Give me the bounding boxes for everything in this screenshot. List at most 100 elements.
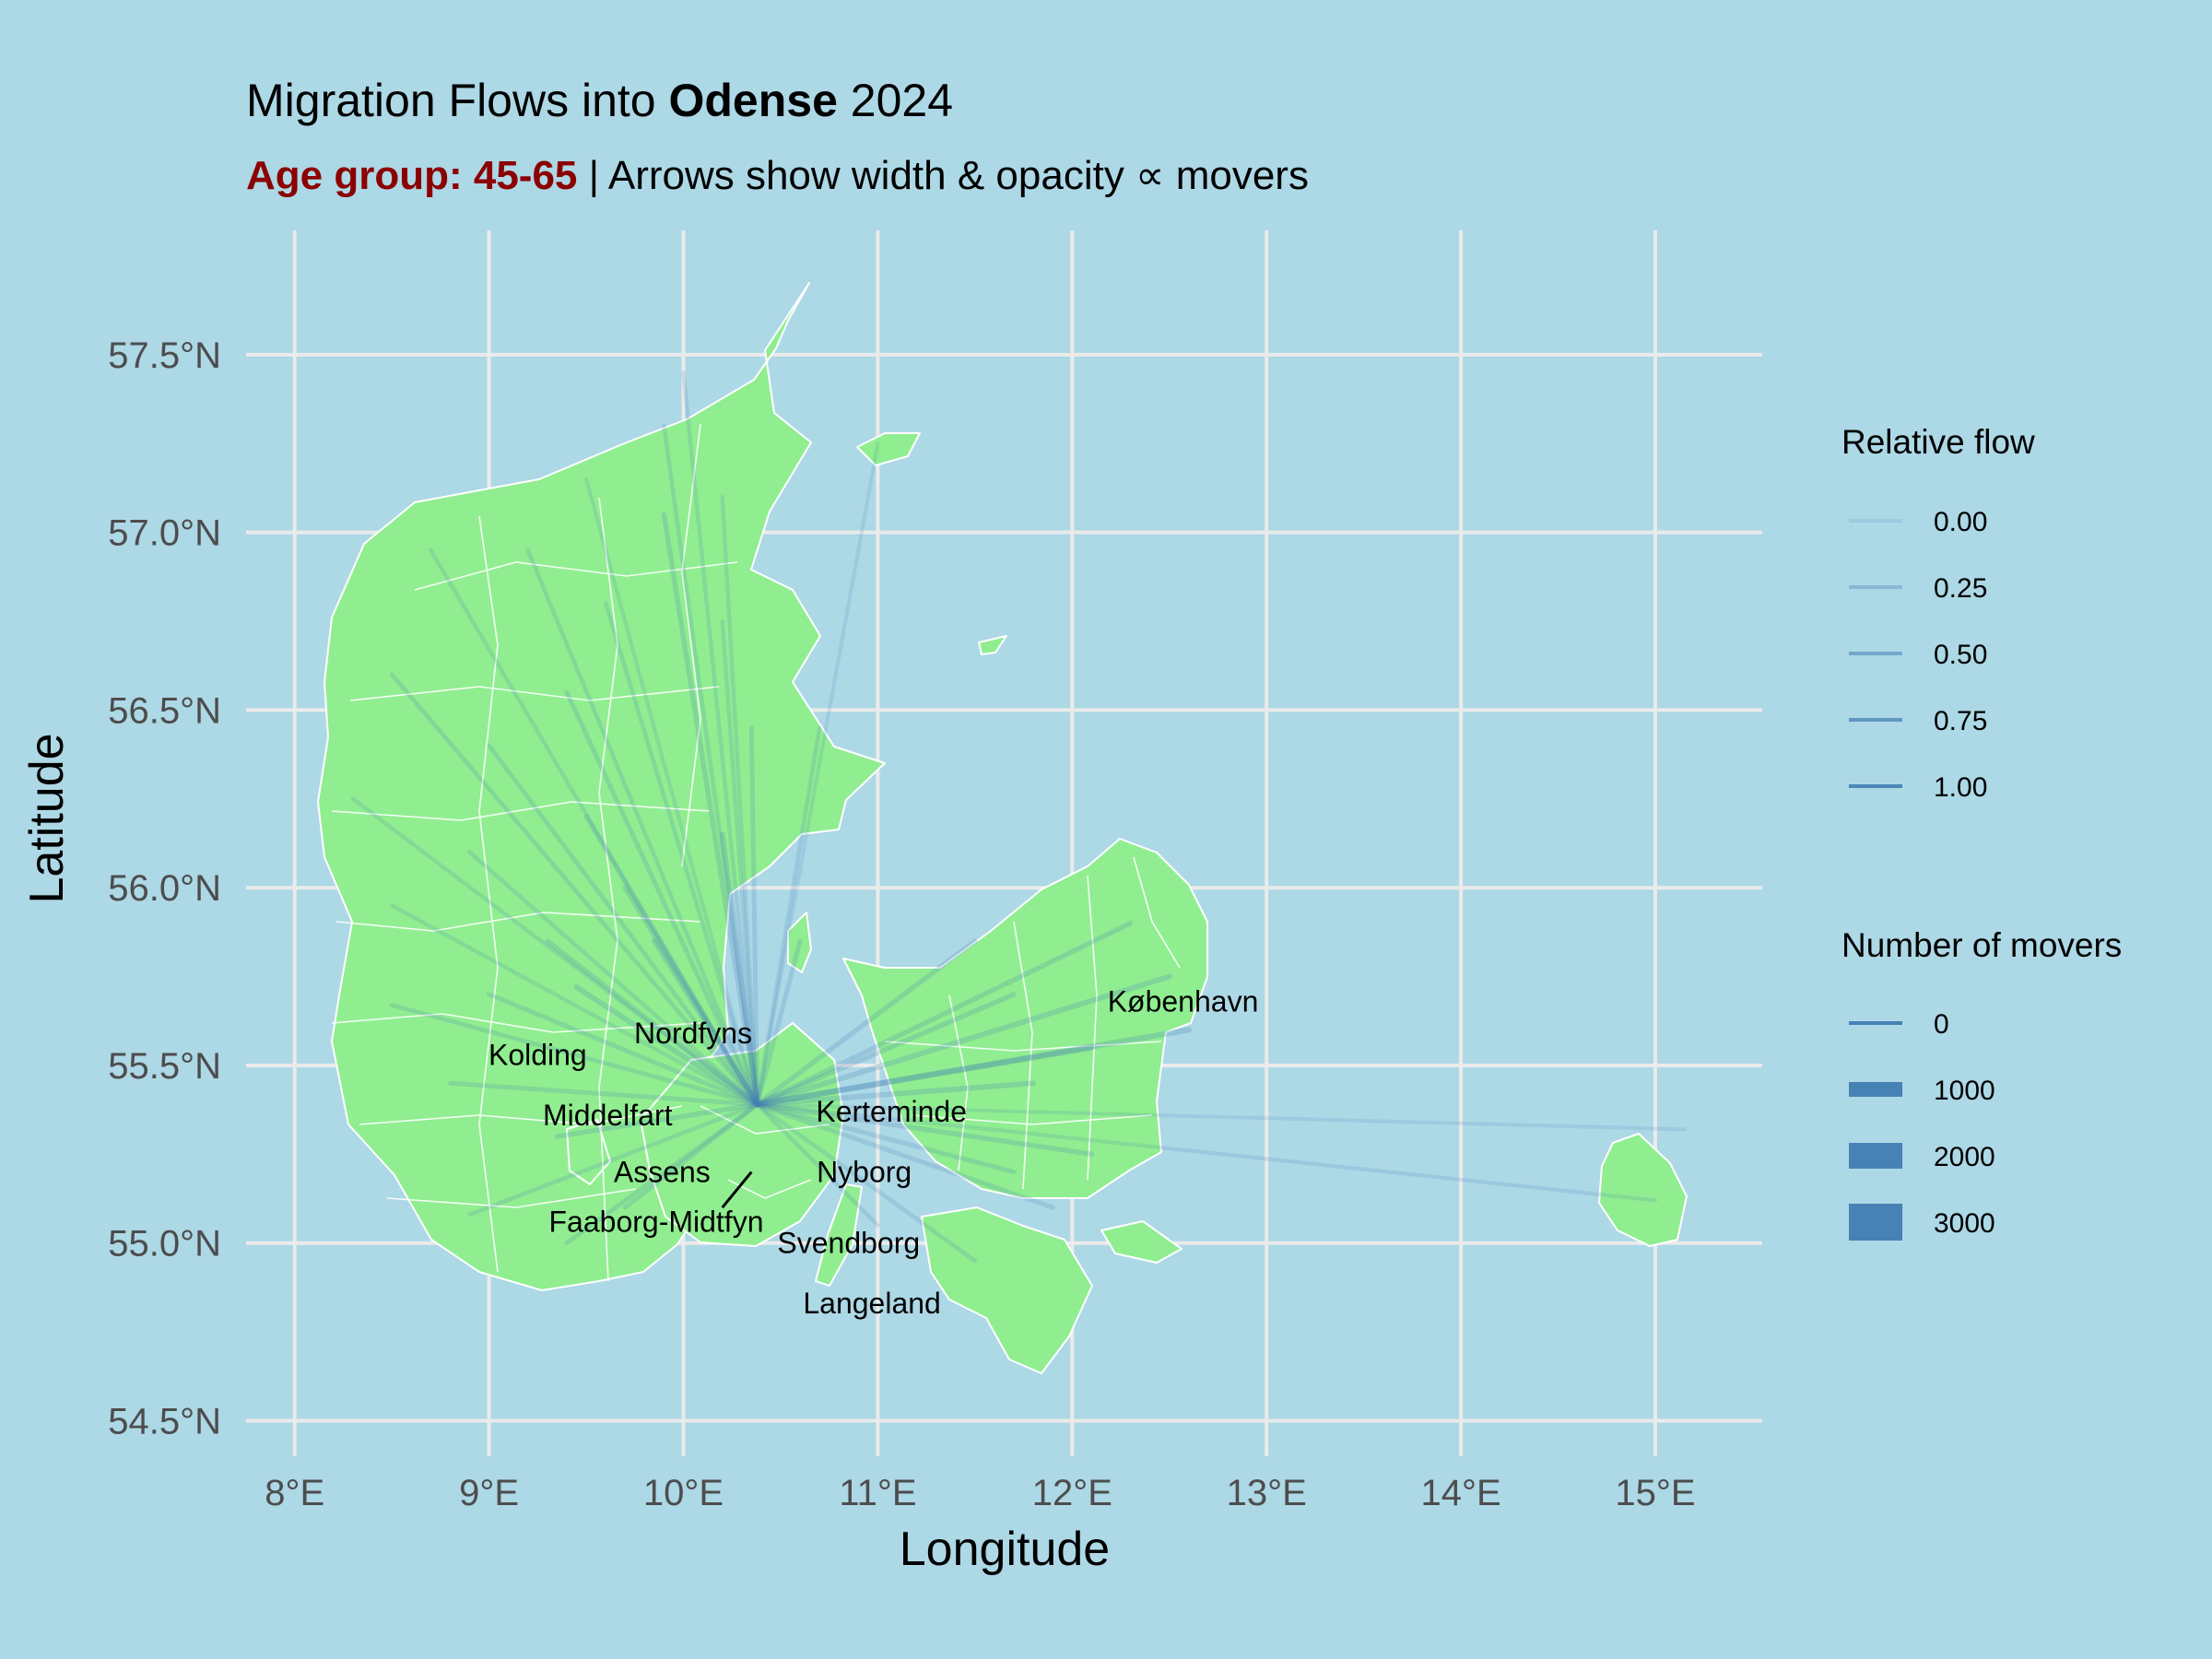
legend-movers-key xyxy=(1849,1204,1902,1241)
title-suffix: 2024 xyxy=(838,75,953,126)
plot-panel: København Nordfyns Kolding Middelfart Kertem… xyxy=(246,230,1762,1456)
x-axis-label: Longitude xyxy=(900,1523,1110,1576)
flow-line xyxy=(755,1102,880,1228)
x-axis-ticks: 8°E 9°E 10°E 11°E 12°E 13°E 14°E 15°E xyxy=(265,1473,1695,1513)
flow-line xyxy=(467,1102,759,1218)
samso-landmass xyxy=(787,912,812,973)
x-tick-label: 13°E xyxy=(1227,1473,1307,1513)
subtitle-highlight: Age group: 45-65 xyxy=(246,153,577,198)
place-label: Kerteminde xyxy=(816,1095,967,1128)
flow-line xyxy=(754,1101,1095,1158)
y-tick-label: 55.5°N xyxy=(108,1046,221,1087)
bornholm-landmass xyxy=(1598,1133,1688,1247)
flow-line xyxy=(754,992,1017,1108)
langeland-landmass xyxy=(815,1183,863,1287)
anholt-landmass xyxy=(978,635,1007,655)
place-label: Langeland xyxy=(803,1287,940,1320)
flow-line xyxy=(564,689,760,1107)
subtitle-rest: | Arrows show width & opacity ∝ movers xyxy=(577,153,1309,198)
flow-arrows xyxy=(350,370,1687,1264)
place-label: Assens xyxy=(614,1156,711,1189)
title-bold: Odense xyxy=(669,75,838,126)
y-tick-label: 54.5°N xyxy=(108,1401,221,1441)
flow-line xyxy=(389,1003,760,1107)
legend: Relative flow 0.00 0.25 0.50 0.75 1.00 Numbe… xyxy=(1841,423,2122,1241)
flow-line xyxy=(487,992,760,1107)
legend-relative-flow-label: 0.50 xyxy=(1934,640,1987,670)
highlight-arrow xyxy=(721,1171,753,1209)
place-label: Svendborg xyxy=(777,1227,920,1260)
legend-relative-flow-label: 0.25 xyxy=(1934,573,1987,604)
legend-relative-flow-items: 0.00 0.25 0.50 0.75 1.00 xyxy=(1849,507,1987,803)
flow-line xyxy=(573,984,760,1108)
flow-line xyxy=(583,477,759,1107)
flow-line xyxy=(754,1080,1037,1108)
place-label: Faaborg-Midtfyn xyxy=(549,1206,764,1239)
legend-relative-flow-label: 0.00 xyxy=(1934,507,1987,537)
legend-relative-flow-title: Relative flow xyxy=(1841,423,2035,461)
flow-line xyxy=(754,938,978,1108)
zealand-landmass xyxy=(842,838,1208,1199)
mon-landmass xyxy=(1100,1220,1182,1264)
flow-line xyxy=(583,814,760,1107)
place-label: Nordfyns xyxy=(634,1017,752,1050)
x-tick-label: 8°E xyxy=(265,1473,324,1513)
y-tick-label: 57.5°N xyxy=(108,335,221,376)
legend-movers-key xyxy=(1849,1021,1902,1025)
y-tick-label: 57.0°N xyxy=(108,513,221,554)
municipality-borders xyxy=(331,423,1181,1282)
flow-line xyxy=(662,423,759,1107)
flow-line xyxy=(429,547,759,1107)
flow-line xyxy=(748,725,760,1107)
flow-line xyxy=(755,1102,1687,1132)
flow-line xyxy=(350,796,759,1107)
jutland-landmass xyxy=(317,282,886,1291)
flow-line xyxy=(447,1080,760,1107)
y-axis-label: Latitude xyxy=(20,733,74,903)
flow-line xyxy=(720,618,759,1107)
y-axis-ticks: 54.5°N 55.0°N 55.5°N 56.0°N 56.5°N 57.0°N 57.5… xyxy=(108,335,221,1442)
y-tick-label: 56.0°N xyxy=(108,868,221,909)
x-tick-label: 15°E xyxy=(1615,1473,1695,1513)
legend-movers-label: 2000 xyxy=(1934,1142,1995,1172)
legend-relative-flow-label: 0.75 xyxy=(1934,706,1987,736)
flow-line xyxy=(754,921,1134,1108)
place-label: Middelfart xyxy=(543,1099,673,1132)
als-landmass xyxy=(566,1119,611,1185)
flow-line xyxy=(720,494,759,1107)
flow-line xyxy=(755,1101,1055,1210)
flow-line xyxy=(603,601,759,1107)
flow-line xyxy=(719,831,760,1108)
y-tick-label: 56.5°N xyxy=(108,690,221,731)
legend-movers-key xyxy=(1849,1082,1902,1097)
place-labels: København Nordfyns Kolding Middelfart Kertem… xyxy=(488,985,1258,1321)
flow-line xyxy=(389,903,759,1107)
flow-line xyxy=(755,1102,1658,1203)
laeso-landmass xyxy=(856,432,921,466)
lolland-falster-landmass xyxy=(921,1206,1093,1374)
legend-movers-label: 1000 xyxy=(1934,1076,1995,1106)
legend-movers-label: 3000 xyxy=(1934,1208,1995,1239)
legend-movers-items: 0 1000 2000 3000 xyxy=(1849,1009,1995,1241)
flow-line xyxy=(622,1101,760,1210)
legend-movers-title: Number of movers xyxy=(1841,926,2122,964)
flow-line xyxy=(754,1027,1192,1108)
flow-line xyxy=(755,1102,978,1264)
flow-line xyxy=(554,1101,760,1139)
place-label: København xyxy=(1108,985,1259,1018)
place-label: Nyborg xyxy=(817,1156,912,1189)
flow-line xyxy=(487,743,760,1107)
flow-line xyxy=(389,672,760,1107)
chart-subtitle: Age group: 45-65 | Arrows show width & o… xyxy=(246,153,1309,198)
flow-line xyxy=(525,547,759,1107)
flow-line xyxy=(681,370,759,1107)
flow-line xyxy=(651,938,760,1108)
x-tick-label: 10°E xyxy=(643,1473,724,1513)
y-tick-label: 55.0°N xyxy=(108,1224,221,1265)
flow-line xyxy=(564,1101,760,1246)
flow-line xyxy=(754,973,1172,1108)
flow-line xyxy=(754,1044,1095,1108)
x-tick-label: 9°E xyxy=(459,1473,519,1513)
chart-title: Migration Flows into Odense 2024 xyxy=(246,75,953,126)
